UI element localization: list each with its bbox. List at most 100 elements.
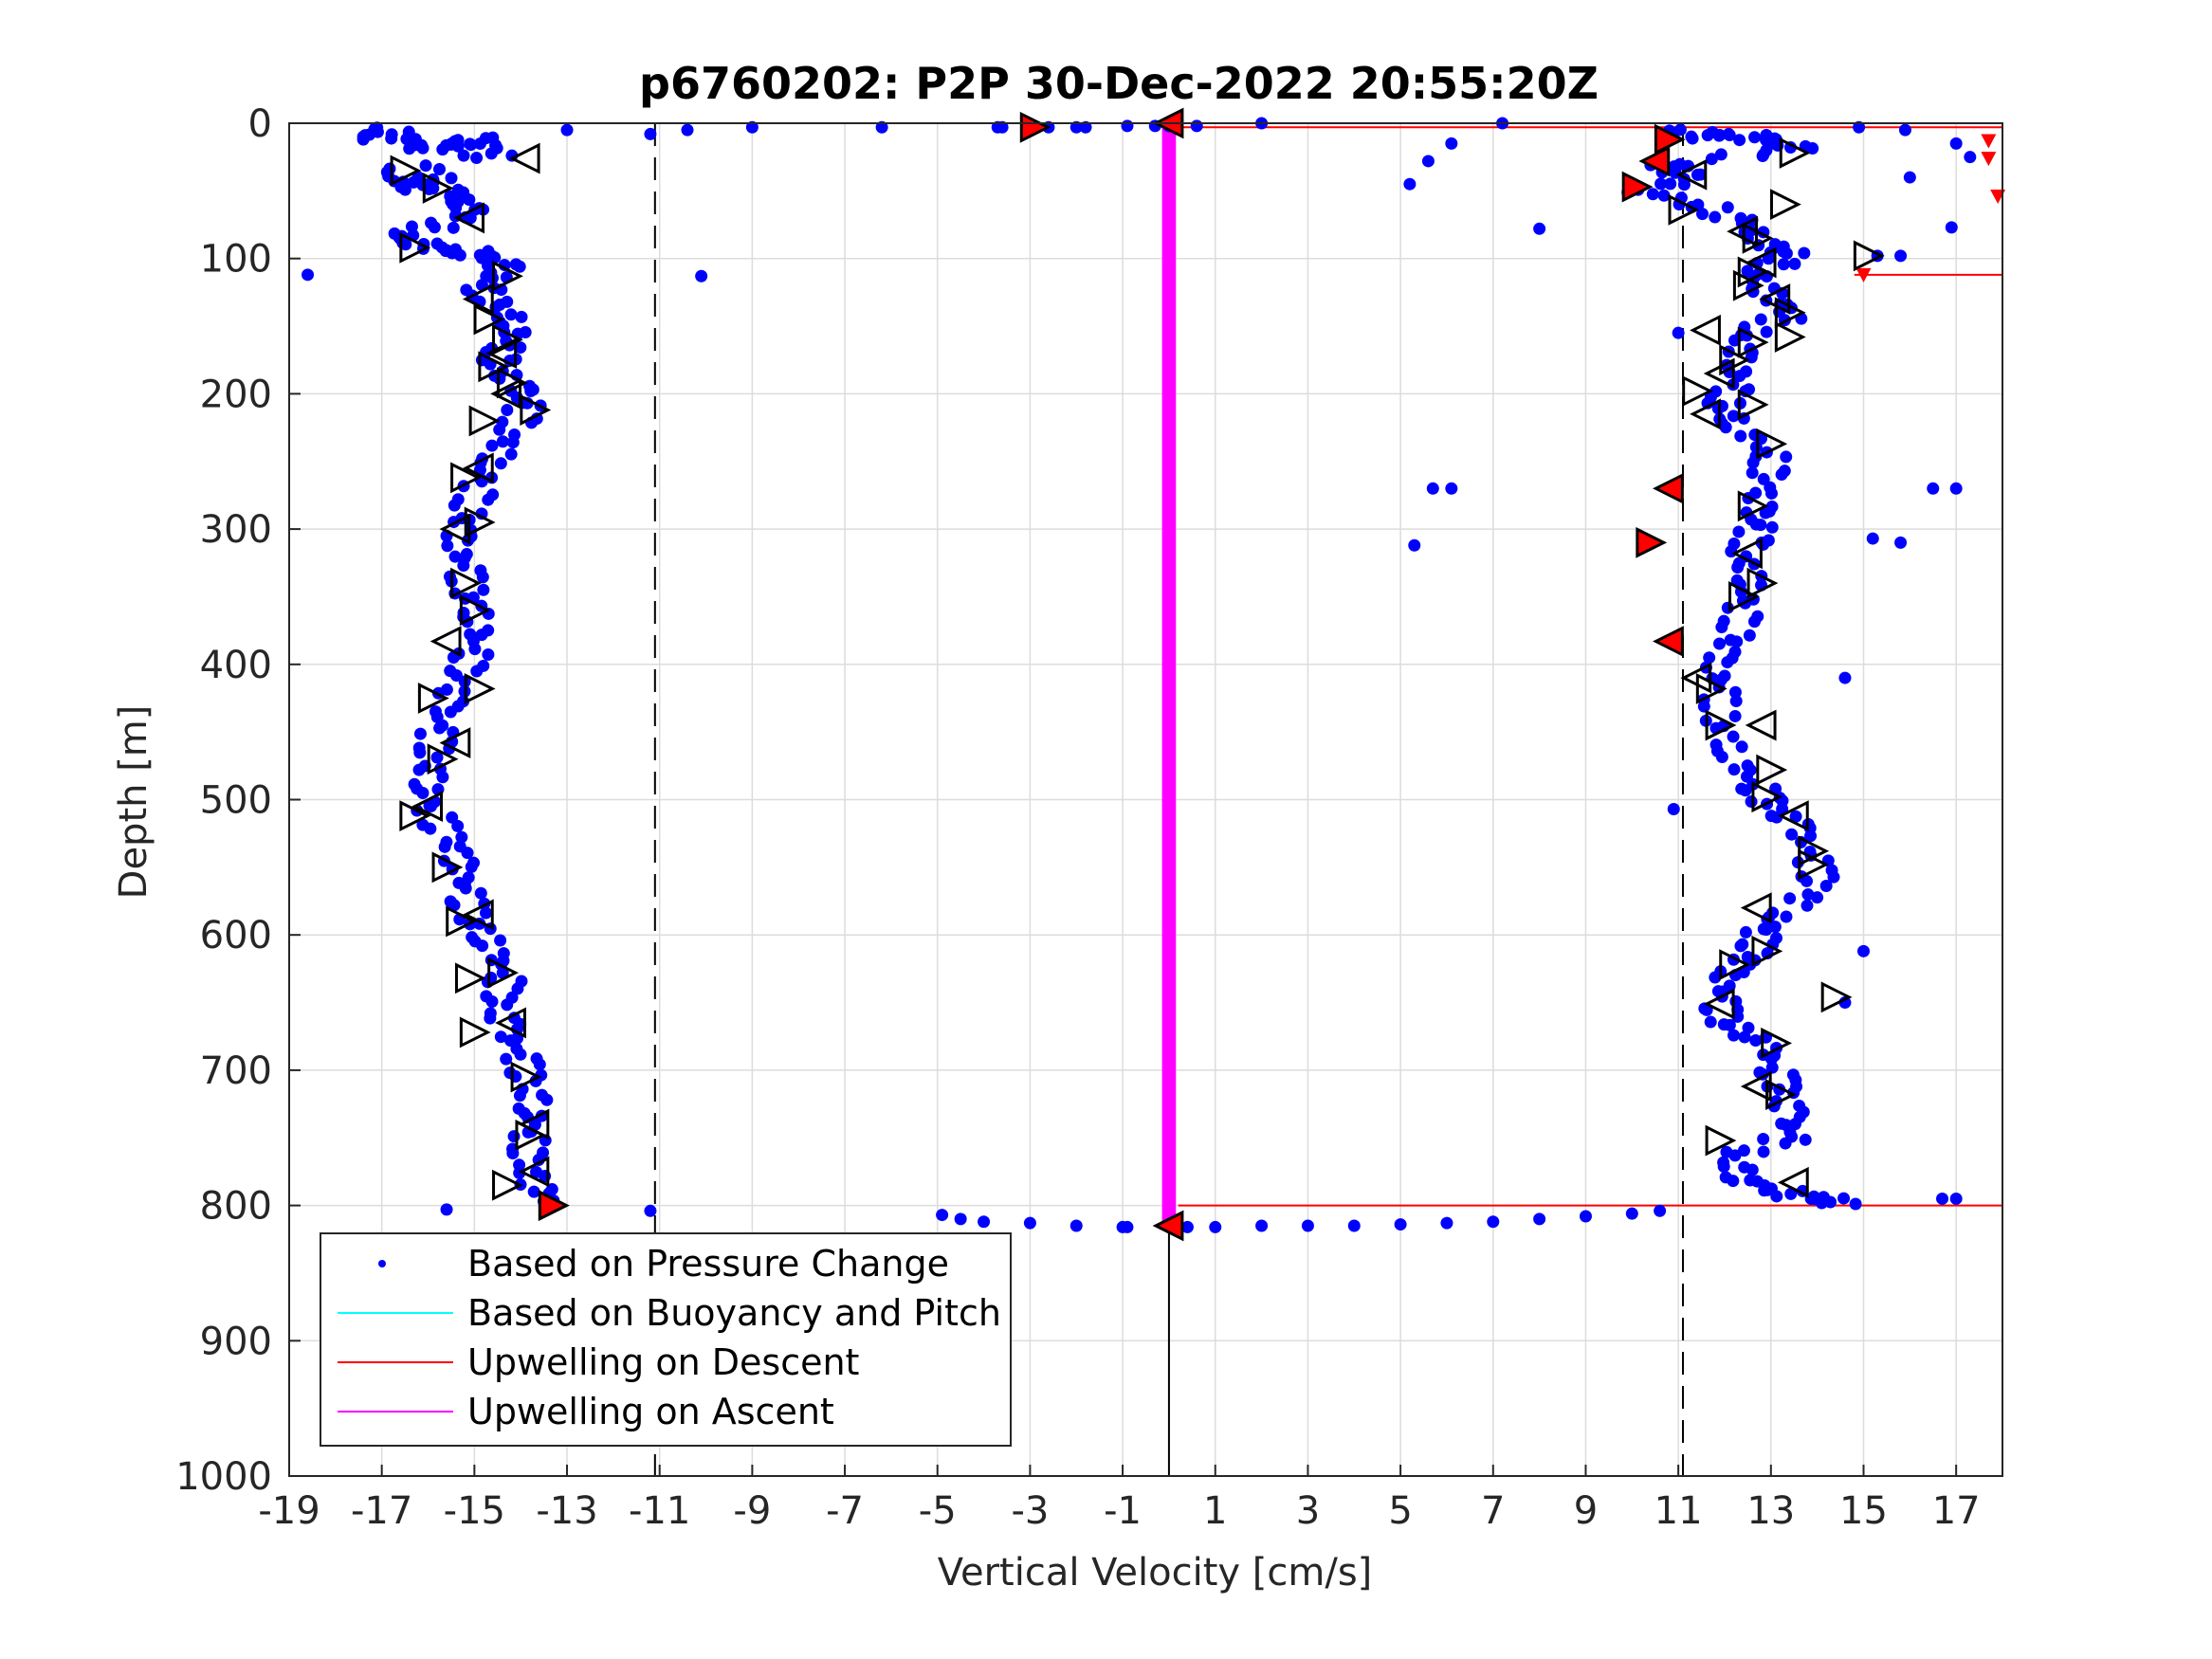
pressure-point [385, 132, 398, 145]
pressure-point [1784, 1187, 1798, 1200]
pressure-point [533, 1058, 546, 1071]
pressure-point [476, 571, 489, 584]
pressure-point [1788, 257, 1801, 270]
pressure-point [1487, 1215, 1500, 1229]
legend-swatch-dot [378, 1260, 386, 1267]
pressure-point [1190, 119, 1203, 133]
pressure-point [1654, 1204, 1667, 1217]
x-tick-label: 17 [1932, 1489, 1981, 1533]
open-triangle-marker [1820, 981, 1853, 1013]
pressure-point [457, 149, 470, 162]
open-triangle-marker [508, 142, 540, 174]
pressure-point [464, 211, 477, 225]
pressure-point [1721, 656, 1734, 669]
open-triangle-marker [495, 1007, 526, 1039]
pressure-point [433, 721, 447, 735]
pressure-point [1806, 142, 1819, 155]
legend-box [320, 1232, 1012, 1447]
pressure-point [1739, 784, 1752, 797]
pressure-point [1801, 899, 1814, 912]
pressure-point [1403, 177, 1417, 191]
pressure-point [1819, 880, 1833, 893]
open-triangle-marker [492, 260, 523, 292]
upwelling-descent-marker [1856, 267, 1872, 283]
pressure-point [1903, 171, 1916, 184]
pressure-point [513, 1089, 526, 1103]
pressure-point [1579, 1210, 1592, 1223]
pressure-point [416, 786, 430, 799]
pressure-point [1757, 1133, 1770, 1146]
pressure-point [1209, 1220, 1222, 1233]
open-triangle-marker [1732, 269, 1764, 301]
pressure-point [681, 123, 694, 137]
pressure-point [1301, 1219, 1314, 1232]
x-tick-label: 7 [1481, 1489, 1505, 1533]
y-axis-label: Depth [m] [112, 705, 155, 900]
red-triangle-marker [1638, 145, 1671, 177]
pressure-point [1775, 468, 1788, 482]
pressure-point [540, 1093, 554, 1106]
open-triangle-marker [1690, 398, 1721, 430]
x-tick-label: -17 [351, 1489, 412, 1533]
pressure-point [1727, 730, 1740, 743]
open-triangle-marker [510, 1061, 542, 1093]
open-triangle-marker [459, 594, 491, 627]
pressure-point [1686, 132, 1699, 145]
pressure-point [1758, 1184, 1771, 1197]
pressure-point [1894, 249, 1908, 263]
pressure-point [1815, 1196, 1828, 1210]
pressure-point [1770, 811, 1783, 824]
y-tick-label: 100 [200, 238, 272, 282]
pressure-point [412, 763, 426, 776]
pressure-point [464, 137, 477, 151]
pressure-point [423, 183, 436, 196]
pressure-point [440, 1203, 453, 1216]
pressure-point [477, 583, 490, 596]
pressure-point [1697, 700, 1710, 713]
pressure-point [1742, 1021, 1755, 1034]
open-triangle-marker [459, 1016, 491, 1048]
y-tick-label: 800 [200, 1185, 272, 1229]
pressure-point [1949, 482, 1963, 495]
pressure-point [1746, 1163, 1759, 1176]
pressure-point [1949, 1192, 1963, 1205]
red-triangle-marker [1152, 1210, 1184, 1242]
open-triangle-marker [1695, 673, 1728, 704]
pressure-point [1728, 1149, 1742, 1162]
pressure-point [484, 1012, 497, 1025]
pressure-point [978, 1215, 991, 1229]
pressure-point [448, 899, 461, 912]
x-tick-label: -11 [629, 1489, 690, 1533]
pressure-point [506, 436, 520, 449]
pressure-point [470, 152, 484, 165]
open-triangle-marker [1703, 988, 1735, 1020]
pressure-point [1749, 1034, 1763, 1048]
open-triangle-marker [431, 851, 464, 884]
open-triangle-marker [492, 323, 523, 356]
x-tick-label: 5 [1388, 1489, 1412, 1533]
pressure-point [1394, 1218, 1407, 1231]
pressure-point [1069, 120, 1083, 134]
open-triangle-marker [1731, 538, 1763, 570]
pressure-point [1866, 532, 1879, 545]
open-triangle-marker [1742, 222, 1774, 254]
pressure-point [1696, 208, 1709, 221]
open-triangle-marker [1761, 1027, 1793, 1059]
open-triangle-marker [1777, 1166, 1809, 1198]
pressure-point [1949, 137, 1963, 150]
pressure-point [448, 499, 461, 512]
open-triangle-marker [1675, 158, 1708, 191]
open-triangle-marker [1751, 935, 1783, 967]
y-tick-label: 400 [200, 644, 272, 687]
pressure-point [1754, 313, 1767, 326]
pressure-point [436, 771, 449, 784]
pressure-point [1347, 1219, 1361, 1232]
pressure-point [1654, 177, 1668, 191]
pressure-point [514, 341, 527, 355]
pressure-point [1777, 245, 1790, 258]
pressure-point [1717, 1160, 1730, 1174]
pressure-point [1746, 456, 1760, 469]
pressure-point [1445, 137, 1458, 150]
pressure-point [1747, 615, 1761, 629]
